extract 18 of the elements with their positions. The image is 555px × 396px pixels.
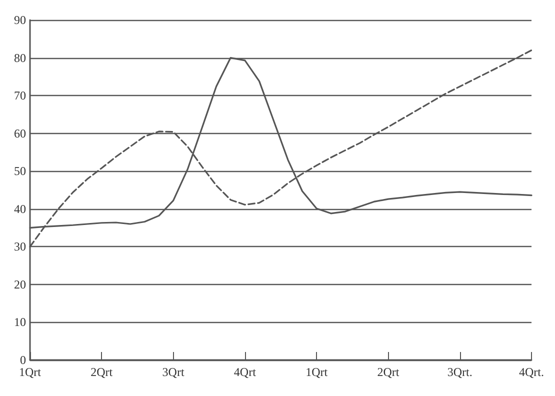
y-tick-label: 70 xyxy=(14,88,26,103)
y-tick-label: 30 xyxy=(14,240,26,254)
x-tick-label: 1Qrt xyxy=(306,365,328,379)
y-tick-label: 40 xyxy=(14,202,26,216)
y-tick-label: 20 xyxy=(14,277,26,292)
y-tick-label: 60 xyxy=(14,126,26,140)
x-tick-label: 3Qrt xyxy=(162,365,185,379)
x-tick-label: 2Qrt xyxy=(90,365,114,379)
x-tick-label: 2Qrt xyxy=(377,365,400,379)
y-tick-label: 90 xyxy=(14,13,26,27)
y-tick-label: 50 xyxy=(14,164,26,178)
x-tick-label: 4Qrt xyxy=(234,365,257,379)
y-tick-label: 0 xyxy=(20,353,26,367)
x-tick-label: 4Qrt. xyxy=(519,365,544,379)
y-tick-label: 10 xyxy=(14,315,26,330)
x-tick-label: 3Qrt. xyxy=(447,365,472,379)
y-tick-label: 80 xyxy=(14,50,26,65)
x-tick-label: 1Qrt xyxy=(19,365,42,379)
